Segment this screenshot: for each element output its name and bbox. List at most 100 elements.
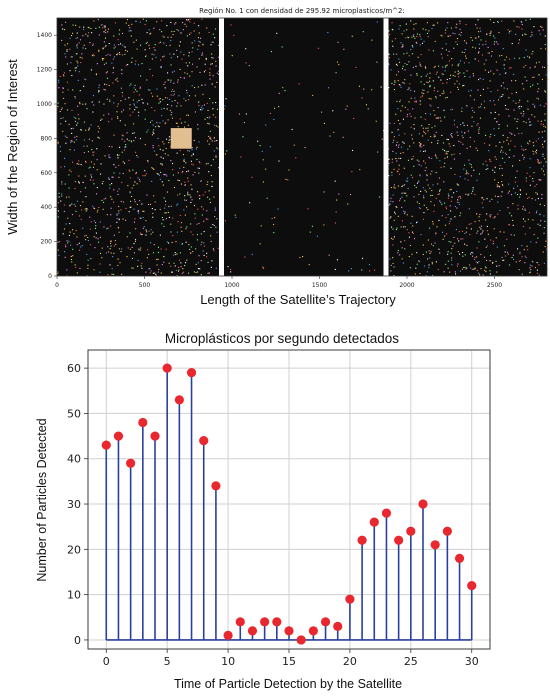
particle-point bbox=[474, 37, 476, 39]
particle-point bbox=[132, 169, 134, 171]
particle-point bbox=[410, 126, 412, 128]
particle-point bbox=[99, 221, 101, 223]
particle-point bbox=[514, 145, 516, 147]
particle-point bbox=[149, 121, 151, 123]
y-tick-label: 800 bbox=[41, 135, 53, 142]
particle-point bbox=[407, 36, 409, 38]
particle-point bbox=[102, 27, 104, 29]
particle-point bbox=[457, 184, 459, 186]
particle-point bbox=[216, 81, 218, 83]
particle-point bbox=[390, 216, 392, 218]
particle-point bbox=[540, 161, 542, 163]
particle-point bbox=[68, 174, 70, 176]
particle-point bbox=[206, 102, 208, 104]
particle-point bbox=[230, 24, 232, 26]
particle-point bbox=[188, 244, 190, 246]
particle-point bbox=[447, 260, 449, 262]
particle-point bbox=[71, 35, 73, 37]
particle-point bbox=[190, 231, 192, 233]
particle-point bbox=[198, 40, 200, 42]
particle-point bbox=[205, 57, 207, 59]
particle-point bbox=[208, 31, 210, 33]
particle-point bbox=[133, 140, 135, 142]
particle-point bbox=[186, 92, 188, 94]
particle-point bbox=[446, 96, 448, 98]
particle-point bbox=[498, 265, 500, 267]
particle-point bbox=[528, 56, 530, 58]
particle-point bbox=[437, 90, 439, 92]
particle-point bbox=[76, 236, 78, 238]
particle-point bbox=[394, 211, 396, 213]
particle-point bbox=[465, 24, 467, 26]
particle-point bbox=[83, 28, 85, 30]
particle-point bbox=[504, 59, 506, 61]
particle-point bbox=[449, 205, 451, 207]
particle-point bbox=[190, 246, 192, 248]
particle-point bbox=[337, 41, 339, 43]
particle-point bbox=[97, 125, 99, 127]
particle-point bbox=[534, 185, 536, 187]
particle-point bbox=[430, 251, 432, 253]
particle-point bbox=[481, 232, 483, 234]
particle-point bbox=[436, 157, 438, 159]
particle-point bbox=[90, 69, 92, 71]
particle-point bbox=[113, 189, 115, 191]
particle-point bbox=[446, 64, 448, 66]
particle-point bbox=[422, 244, 424, 246]
bottom-stems bbox=[105, 368, 473, 640]
particle-point bbox=[163, 143, 165, 145]
particle-point bbox=[421, 42, 423, 44]
particle-point bbox=[484, 69, 486, 71]
particle-point bbox=[411, 138, 413, 140]
particle-point bbox=[518, 39, 520, 41]
particle-point bbox=[139, 86, 141, 88]
particle-point bbox=[542, 155, 544, 157]
particle-point bbox=[432, 24, 434, 26]
particle-point bbox=[195, 148, 197, 150]
particle-point bbox=[478, 60, 480, 62]
particle-point bbox=[489, 273, 491, 275]
particle-point bbox=[519, 196, 521, 198]
particle-point bbox=[142, 175, 144, 177]
particle-point bbox=[522, 206, 524, 208]
particle-point bbox=[517, 193, 519, 195]
particle-point bbox=[478, 216, 480, 218]
particle-point bbox=[69, 48, 71, 50]
particle-point bbox=[113, 95, 115, 97]
particle-point bbox=[102, 59, 104, 61]
particle-point bbox=[516, 170, 518, 172]
particle-point bbox=[537, 83, 539, 85]
particle-point bbox=[447, 54, 449, 56]
particle-point bbox=[147, 160, 149, 162]
particle-point bbox=[450, 210, 452, 212]
particle-point bbox=[122, 95, 124, 97]
particle-point bbox=[393, 236, 395, 238]
y-tick-label: 1200 bbox=[37, 67, 52, 74]
particle-point bbox=[441, 215, 443, 217]
particle-point bbox=[393, 136, 395, 138]
particle-point bbox=[443, 181, 445, 183]
particle-point bbox=[416, 182, 418, 184]
particle-point bbox=[528, 118, 530, 120]
particle-point bbox=[57, 249, 59, 251]
particle-point bbox=[332, 110, 334, 112]
particle-point bbox=[191, 188, 193, 190]
particle-point bbox=[145, 55, 147, 57]
particle-point bbox=[92, 53, 94, 55]
particle-point bbox=[185, 262, 187, 264]
particle-point bbox=[502, 259, 504, 261]
particle-point bbox=[191, 199, 193, 201]
particle-point bbox=[89, 42, 91, 44]
particle-point bbox=[180, 266, 182, 268]
particle-point bbox=[513, 155, 515, 157]
particle-point bbox=[208, 135, 210, 137]
particle-point bbox=[160, 66, 162, 68]
particle-point bbox=[135, 39, 137, 41]
particle-point bbox=[518, 57, 520, 59]
particle-point bbox=[478, 241, 480, 243]
particle-point bbox=[517, 248, 519, 250]
particle-point bbox=[439, 200, 441, 202]
particle-point bbox=[231, 55, 233, 57]
particle-point bbox=[101, 183, 103, 185]
particle-point bbox=[173, 30, 175, 32]
